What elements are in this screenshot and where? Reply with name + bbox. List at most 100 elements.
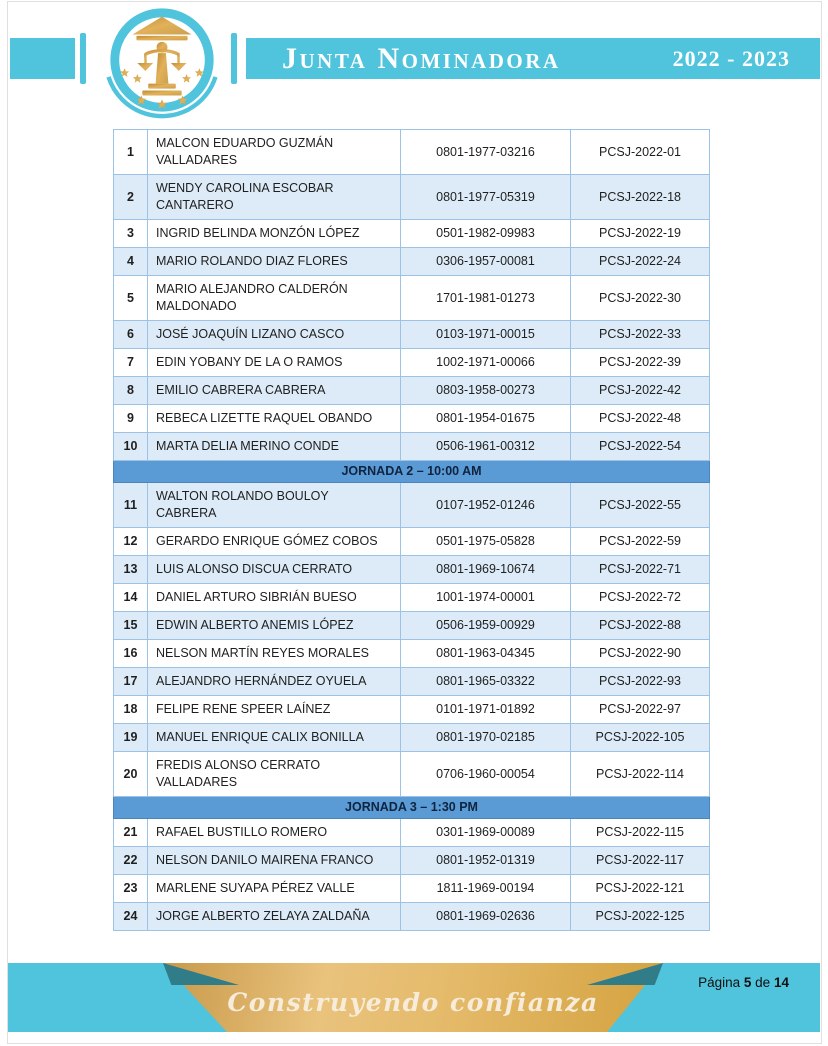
table-row: 5 MARIO ALEJANDRO CALDERÓN MALDONADO 1701-… <box>113 275 710 321</box>
table-row: 7 EDIN YOBANY DE LA O RAMOS 1002-1971-0006… <box>113 348 710 377</box>
header-divider-left <box>80 33 86 84</box>
cell-num: 3 <box>113 219 148 248</box>
table-row: 14 DANIEL ARTURO SIBRIÁN BUESO 1001-1974-0… <box>113 583 710 612</box>
cell-num: 5 <box>113 275 148 321</box>
table-row: 22 NELSON DANILO MAIRENA FRANCO 0801-1952-… <box>113 846 710 875</box>
table-row: 9 REBECA LIZETTE RAQUEL OBANDO 0801-1954-0… <box>113 404 710 433</box>
cell-name: MARTA DELIA MERINO CONDE <box>147 432 401 461</box>
cell-name: WENDY CAROLINA ESCOBAR CANTARERO <box>147 174 401 220</box>
cell-id: 0801-1965-03322 <box>400 667 571 696</box>
cell-num: 12 <box>113 527 148 556</box>
cell-name: MARLENE SUYAPA PÉREZ VALLE <box>147 874 401 903</box>
cell-code: PCSJ-2022-42 <box>570 376 710 405</box>
section-header-label: JORNADA 3 – 1:30 PM <box>113 796 710 819</box>
cell-code: PCSJ-2022-114 <box>570 751 710 797</box>
footer-slogan: Construyendo confianza <box>227 988 599 1017</box>
cell-id: 0101-1971-01892 <box>400 695 571 724</box>
cell-num: 17 <box>113 667 148 696</box>
cell-name: DANIEL ARTURO SIBRIÁN BUESO <box>147 583 401 612</box>
roster-table-body: 1 MALCON EDUARDO GUZMÁN VALLADARES 0801-19… <box>113 129 710 931</box>
cell-num: 11 <box>113 482 148 528</box>
cell-id: 0801-1970-02185 <box>400 723 571 752</box>
cell-id: 0706-1960-00054 <box>400 751 571 797</box>
cell-code: PCSJ-2022-93 <box>570 667 710 696</box>
cell-name: RAFAEL BUSTILLO ROMERO <box>147 818 401 847</box>
cell-code: PCSJ-2022-125 <box>570 902 710 931</box>
cell-name: EDIN YOBANY DE LA O RAMOS <box>147 348 401 377</box>
cell-id: 0801-1969-02636 <box>400 902 571 931</box>
cell-code: PCSJ-2022-105 <box>570 723 710 752</box>
header-band: Junta Nominadora 2022 - 2023 <box>246 38 820 79</box>
page-number-label: Página 5 de 14 <box>698 975 789 990</box>
page-of: de <box>755 975 771 990</box>
cell-name: FREDIS ALONSO CERRATO VALLADARES <box>147 751 401 797</box>
cell-id: 0506-1959-00929 <box>400 611 571 640</box>
cell-num: 18 <box>113 695 148 724</box>
cell-code: PCSJ-2022-55 <box>570 482 710 528</box>
cell-name: EDWIN ALBERTO ANEMIS LÓPEZ <box>147 611 401 640</box>
cell-name: INGRID BELINDA MONZÓN LÓPEZ <box>147 219 401 248</box>
cell-code: PCSJ-2022-72 <box>570 583 710 612</box>
cell-num: 22 <box>113 846 148 875</box>
cell-num: 6 <box>113 320 148 349</box>
cell-name: WALTON ROLANDO BOULOY CABRERA <box>147 482 401 528</box>
cell-id: 0501-1982-09983 <box>400 219 571 248</box>
table-row: 20 FREDIS ALONSO CERRATO VALLADARES 0706-1… <box>113 751 710 797</box>
header-divider-right <box>231 33 237 84</box>
cell-id: 1001-1974-00001 <box>400 583 571 612</box>
cell-code: PCSJ-2022-01 <box>570 129 710 175</box>
cell-num: 2 <box>113 174 148 220</box>
cell-num: 8 <box>113 376 148 405</box>
cell-code: PCSJ-2022-59 <box>570 527 710 556</box>
cell-id: 0506-1961-00312 <box>400 432 571 461</box>
cell-id: 0301-1969-00089 <box>400 818 571 847</box>
header-left-bar <box>10 38 75 79</box>
cell-id: 1811-1969-00194 <box>400 874 571 903</box>
table-row: 11 WALTON ROLANDO BOULOY CABRERA 0107-1952… <box>113 482 710 528</box>
table-row: 13 LUIS ALONSO DISCUA CERRATO 0801-1969-10… <box>113 555 710 584</box>
cell-name: MANUEL ENRIQUE CALIX BONILLA <box>147 723 401 752</box>
table-row: 19 MANUEL ENRIQUE CALIX BONILLA 0801-1970-… <box>113 723 710 752</box>
cell-id: 0501-1975-05828 <box>400 527 571 556</box>
table-row: 16 NELSON MARTÍN REYES MORALES 0801-1963-0… <box>113 639 710 668</box>
cell-id: 1002-1971-00066 <box>400 348 571 377</box>
cell-num: 21 <box>113 818 148 847</box>
cell-name: MARIO ALEJANDRO CALDERÓN MALDONADO <box>147 275 401 321</box>
cell-name: FELIPE RENE SPEER LAÍNEZ <box>147 695 401 724</box>
table-row: 24 JORGE ALBERTO ZELAYA ZALDAÑA 0801-1969-… <box>113 902 710 931</box>
header-years: 2022 - 2023 <box>672 45 790 71</box>
table-row: 8 EMILIO CABRERA CABRERA 0803-1958-00273 PC… <box>113 376 710 405</box>
table-row: 4 MARIO ROLANDO DIAZ FLORES 0306-1957-0008… <box>113 247 710 276</box>
cell-num: 1 <box>113 129 148 175</box>
cell-name: EMILIO CABRERA CABRERA <box>147 376 401 405</box>
cell-code: PCSJ-2022-33 <box>570 320 710 349</box>
cell-code: PCSJ-2022-24 <box>570 247 710 276</box>
page-word: Página <box>698 975 741 990</box>
scales-emblem <box>120 16 204 109</box>
cell-num: 14 <box>113 583 148 612</box>
table-row: 15 EDWIN ALBERTO ANEMIS LÓPEZ 0506-1959-00… <box>113 611 710 640</box>
cell-name: MARIO ROLANDO DIAZ FLORES <box>147 247 401 276</box>
footer-gold-ribbon <box>163 963 663 1032</box>
cell-num: 16 <box>113 639 148 668</box>
cell-num: 13 <box>113 555 148 584</box>
justice-scales-logo-icon <box>103 1 221 119</box>
cell-id: 0107-1952-01246 <box>400 482 571 528</box>
section-header-label: JORNADA 2 – 10:00 AM <box>113 460 710 483</box>
cell-code: PCSJ-2022-121 <box>570 874 710 903</box>
table-row: 1 MALCON EDUARDO GUZMÁN VALLADARES 0801-19… <box>113 129 710 175</box>
cell-id: 0801-1977-05319 <box>400 174 571 220</box>
cell-id: 0801-1977-03216 <box>400 129 571 175</box>
cell-code: PCSJ-2022-88 <box>570 611 710 640</box>
page-total: 14 <box>773 975 789 990</box>
cell-id: 0801-1969-10674 <box>400 555 571 584</box>
table-row: 21 RAFAEL BUSTILLO ROMERO 0301-1969-00089 P… <box>113 818 710 847</box>
table-row: 18 FELIPE RENE SPEER LAÍNEZ 0101-1971-0189… <box>113 695 710 724</box>
cell-code: PCSJ-2022-97 <box>570 695 710 724</box>
table-row: 3 INGRID BELINDA MONZÓN LÓPEZ 0501-1982-09… <box>113 219 710 248</box>
cell-name: ALEJANDRO HERNÁNDEZ OYUELA <box>147 667 401 696</box>
table-row: 17 ALEJANDRO HERNÁNDEZ OYUELA 0801-1965-03… <box>113 667 710 696</box>
cell-num: 7 <box>113 348 148 377</box>
cell-id: 0306-1957-00081 <box>400 247 571 276</box>
